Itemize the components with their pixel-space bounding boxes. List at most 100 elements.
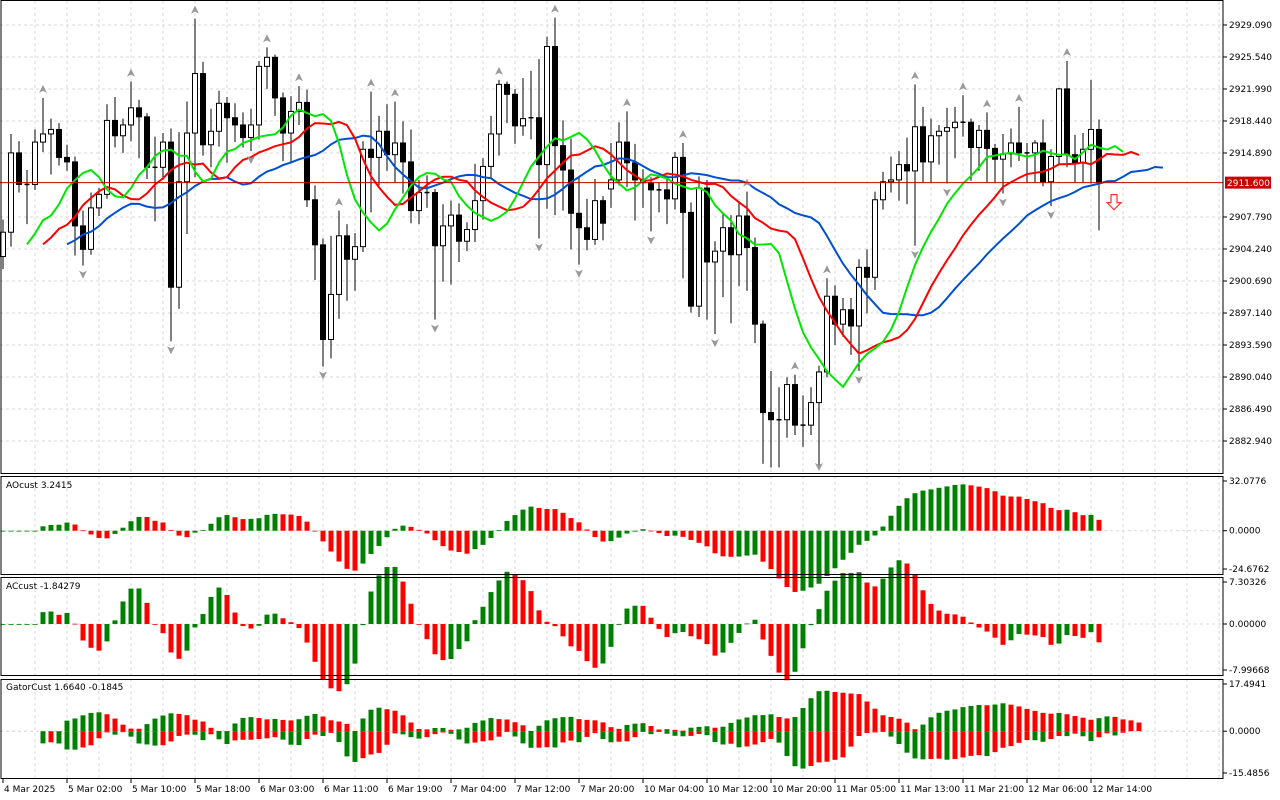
ac-bar: [784, 624, 790, 681]
gator-lower-bar: [824, 731, 830, 762]
gator-lower-bar: [880, 731, 886, 733]
ac-tick-label: 7.30326: [1229, 578, 1266, 588]
gator-upper-bar: [136, 728, 142, 732]
ao-bar: [280, 514, 286, 531]
ao-bar: [216, 517, 222, 531]
candle-bull: [1008, 142, 1014, 155]
ao-bar: [224, 515, 230, 531]
gator-lower-bar: [784, 731, 790, 756]
candle-bull: [328, 293, 334, 340]
ao-bar: [104, 530, 110, 539]
gator-lower-bar: [544, 731, 550, 748]
time-tick-label: 7 Mar 12:00: [516, 785, 571, 795]
ao-bar: [664, 530, 670, 536]
gator-upper-bar: [320, 716, 326, 732]
price-tick-label: 2886.490: [1229, 405, 1272, 415]
fractal-up-icon: [495, 66, 503, 75]
ao-bar: [824, 530, 830, 577]
ac-bar: [408, 603, 414, 625]
ac-bar: [0, 624, 6, 625]
ac-bar: [704, 624, 710, 645]
ao-bar: [616, 530, 622, 538]
ac-bar: [992, 624, 998, 638]
gator-upper-bar: [552, 718, 558, 732]
gator-upper-bar: [496, 719, 502, 732]
gator-lower-bar: [464, 731, 470, 744]
gator-upper-bar: [336, 721, 342, 732]
candle-bull: [336, 235, 342, 295]
candle-bull: [256, 65, 262, 126]
ao-bar: [376, 530, 382, 547]
gator-upper-bar: [824, 690, 830, 732]
candle-bear: [16, 152, 22, 185]
candle-bull: [416, 192, 422, 212]
ao-bar: [648, 530, 654, 532]
gator-tick-label: 17.4941: [1229, 680, 1266, 690]
gator-upper-bar: [480, 720, 486, 732]
ac-pane[interactable]: [0, 560, 1102, 692]
ac-bar: [208, 596, 214, 625]
ac-bar: [808, 624, 814, 626]
gator-lower-bar: [704, 731, 710, 736]
time-tick-label: 7 Mar 04:00: [452, 785, 507, 795]
ao-bar: [40, 526, 46, 531]
candle-bull: [712, 250, 718, 263]
ac-bar: [264, 614, 270, 625]
fractal-down-icon: [1047, 211, 1055, 220]
candle-bear: [992, 147, 998, 160]
gator-lower-bar: [888, 731, 894, 737]
ao-bar: [256, 518, 262, 531]
gator-upper-bar: [272, 718, 278, 732]
candle-bull: [192, 73, 198, 134]
ao-bar: [600, 530, 606, 542]
candle-bull: [48, 128, 54, 135]
ac-bar: [768, 624, 774, 656]
main-price-pane[interactable]: [0, 4, 1223, 471]
gator-upper-bar: [752, 715, 758, 732]
gator-lower-bar: [320, 731, 326, 736]
candle-bear: [1016, 142, 1022, 154]
gator-pane[interactable]: [40, 690, 1142, 769]
ac-bar: [696, 624, 702, 640]
ac-bar: [88, 624, 94, 648]
fractal-down-icon: [247, 156, 255, 165]
ao-bar: [712, 530, 718, 554]
ao-bar: [384, 530, 390, 538]
gator-lower-bar: [216, 731, 222, 740]
candle-bear: [648, 182, 654, 191]
ao-pane[interactable]: [0, 484, 1102, 592]
candle-bull: [1088, 128, 1094, 150]
gator-lower-bar: [88, 731, 94, 746]
candle-bull: [160, 141, 166, 168]
gator-lower-bar: [1080, 731, 1086, 737]
ao-bar: [960, 484, 966, 531]
ao-bar: [160, 522, 166, 531]
gator-upper-bar: [880, 715, 886, 732]
gator-upper-bar: [1112, 716, 1118, 732]
ao-bar: [304, 521, 310, 531]
candle-bull: [880, 181, 886, 201]
ao-bar: [1000, 495, 1006, 531]
ac-bar: [336, 624, 342, 692]
ac-bar: [920, 590, 926, 625]
gator-lower-bar: [488, 731, 494, 741]
ac-bar: [144, 602, 150, 625]
candle-bear: [400, 142, 406, 163]
ac-bar: [160, 624, 166, 634]
price-tick-label: 2904.240: [1229, 245, 1272, 255]
gator-upper-bar: [296, 719, 302, 732]
gator-lower-bar: [744, 731, 750, 747]
gator-upper-bar: [104, 714, 110, 732]
gator-lower-bar: [864, 731, 870, 734]
candle-bear: [72, 161, 78, 227]
candle-bull: [264, 56, 270, 67]
candle-bear: [536, 117, 542, 166]
candle-bear: [344, 235, 350, 260]
ac-bar: [968, 622, 974, 625]
ac-bar: [664, 624, 670, 637]
gator-lower-bar: [1056, 731, 1062, 737]
gator-upper-bar: [488, 717, 494, 732]
gator-lower-bar: [336, 731, 342, 742]
fractal-up-icon: [127, 68, 135, 77]
